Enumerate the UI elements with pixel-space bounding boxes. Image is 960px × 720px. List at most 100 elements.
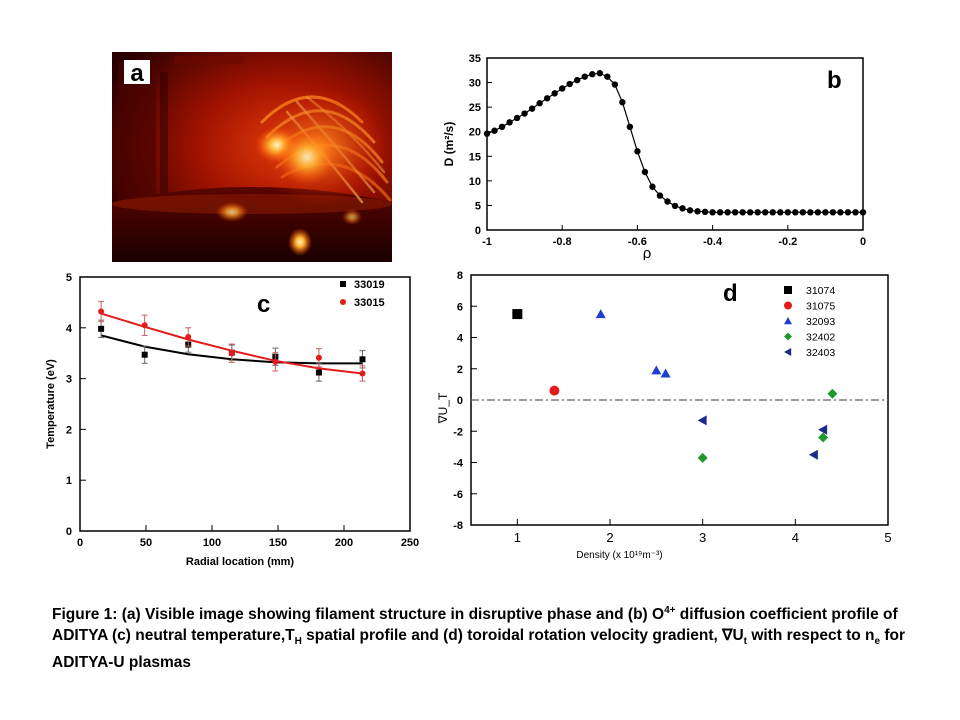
panel-d-chart: 1 2 3 4 5 8 6 4 2 0 -2 -4 -6 -8 Density (x 10¹⁹m⁻³) ∇U_…: [433, 268, 895, 573]
legend-label-c: 33019: [354, 279, 385, 291]
data-point-b: [491, 127, 498, 134]
x-tick-label-c: 250: [401, 537, 419, 549]
data-point-b: [747, 209, 754, 216]
data-point-b: [649, 183, 656, 190]
data-point-b: [498, 123, 506, 130]
panel-d-label: d: [723, 280, 738, 307]
data-point-d: [697, 452, 708, 463]
data-point-b: [543, 95, 551, 102]
data-point-c: [141, 322, 148, 329]
data-point-b: [559, 85, 566, 92]
chart-d-svg: 1 2 3 4 5 8 6 4 2 0 -2 -4 -6 -8 Density (x 10¹⁹m⁻³) ∇U_…: [436, 270, 892, 561]
y-axis-label-d: ∇U_T: [436, 392, 450, 424]
y-tick-label-d: -4: [453, 458, 464, 470]
data-point-b: [792, 209, 799, 216]
x-tick-label-b: -0.6: [628, 236, 647, 248]
filament-image: a: [112, 52, 392, 262]
data-point-b: [784, 209, 791, 216]
legend-marker-c: [340, 299, 346, 305]
caption-sub-2: t: [743, 636, 748, 648]
data-point-b: [634, 148, 641, 155]
panel-a-image: a: [112, 52, 392, 262]
data-point-b: [671, 202, 679, 210]
data-point-b: [589, 71, 596, 78]
x-tick-label-b: 0: [860, 236, 866, 248]
data-point-b: [506, 119, 513, 126]
data-point-b: [513, 114, 521, 122]
data-point-b: [844, 209, 852, 216]
panel-b-label: b: [827, 67, 842, 94]
y-tick-label-d: 8: [457, 270, 463, 282]
data-point-b: [619, 99, 626, 106]
x-tick-label-d: 4: [792, 530, 799, 545]
data-point-d: [818, 424, 828, 435]
data-point-b: [536, 100, 543, 107]
data-point-c: [272, 358, 279, 365]
panel-a-label-box: [124, 60, 150, 84]
y-tick-label-d: 2: [457, 364, 463, 376]
x-tick-label-c: 100: [203, 537, 221, 549]
legend-marker-d: [784, 301, 792, 310]
data-point-b: [611, 81, 619, 88]
data-point-b: [731, 209, 739, 216]
x-tick-label-b: -0.2: [778, 236, 797, 248]
chart-c-svg: 0 50 100 150 200 250 0 1 2 3 4 5 Radial location (mm…: [45, 272, 419, 568]
y-tick-label-d: -2: [453, 426, 463, 438]
data-point-b: [762, 209, 769, 216]
y-axis-label-c: Temperature (eV): [45, 359, 57, 449]
y-tick-label-d: -8: [453, 520, 463, 532]
x-tick-label-c: 150: [269, 537, 287, 549]
panel-a-label: a: [130, 60, 144, 87]
y-tick-label-b: 20: [469, 127, 481, 139]
caption-sub-1: H: [294, 636, 302, 648]
data-point-c: [98, 308, 105, 315]
data-point-b: [679, 205, 686, 212]
data-point-d: [660, 368, 671, 378]
x-tick-label-c: 0: [77, 537, 83, 549]
x-tick-label-d: 5: [884, 530, 891, 545]
caption-text-5: for ADITYA-U plasmas: [52, 627, 906, 672]
data-point-b: [822, 209, 829, 216]
x-tick-label-d: 1: [514, 530, 521, 545]
legend-marker-d: [784, 348, 792, 356]
legend-label-d: 31075: [806, 301, 835, 313]
data-point-b: [521, 110, 528, 117]
data-point-b: [829, 209, 837, 216]
data-point-b: [551, 90, 558, 97]
panel-c-chart: 0 50 100 150 200 250 0 1 2 3 4 5 Radial location (mm…: [40, 265, 440, 583]
caption-sub-3: e: [874, 636, 881, 648]
panel-c-label: c: [257, 291, 270, 318]
data-point-b: [483, 130, 491, 137]
legend-marker-c: [340, 281, 346, 287]
plot-frame-c: [79, 276, 411, 532]
data-point-c: [359, 370, 366, 377]
data-point-b: [626, 123, 634, 130]
y-tick-label-c: 0: [66, 526, 72, 538]
data-point-b: [777, 209, 784, 216]
data-point-d: [808, 449, 818, 460]
legend-marker-d: [784, 317, 792, 325]
data-point-b: [716, 209, 724, 216]
y-tick-label-b: 15: [469, 151, 481, 163]
data-point-d: [818, 432, 829, 443]
legend-marker-d: [784, 286, 792, 294]
x-tick-label-b: -0.8: [553, 236, 572, 248]
y-tick-label-d: 4: [457, 333, 464, 345]
x-tick-label-b: -0.4: [703, 236, 723, 248]
y-tick-label-c: 5: [66, 272, 72, 284]
data-point-b: [641, 168, 649, 176]
x-tick-label-c: 50: [140, 537, 152, 549]
y-tick-label-b: 25: [469, 102, 481, 114]
data-point-c: [185, 333, 192, 340]
x-tick-label-b: -1: [482, 236, 492, 248]
data-point-b: [754, 209, 761, 216]
y-tick-label-c: 3: [66, 374, 72, 386]
data-point-d: [595, 309, 606, 319]
data-point-b: [596, 70, 603, 77]
y-tick-label-c: 2: [66, 424, 72, 436]
data-point-b: [709, 209, 716, 216]
y-tick-label-b: 0: [475, 225, 481, 237]
data-point-b: [769, 209, 776, 216]
data-point-b: [656, 192, 664, 199]
chart-b-svg: -1 -0.8 -0.6 -0.4 -0.2 0 0 5 10 15 20 25 30 35 ρ D (m²/…: [442, 53, 867, 262]
